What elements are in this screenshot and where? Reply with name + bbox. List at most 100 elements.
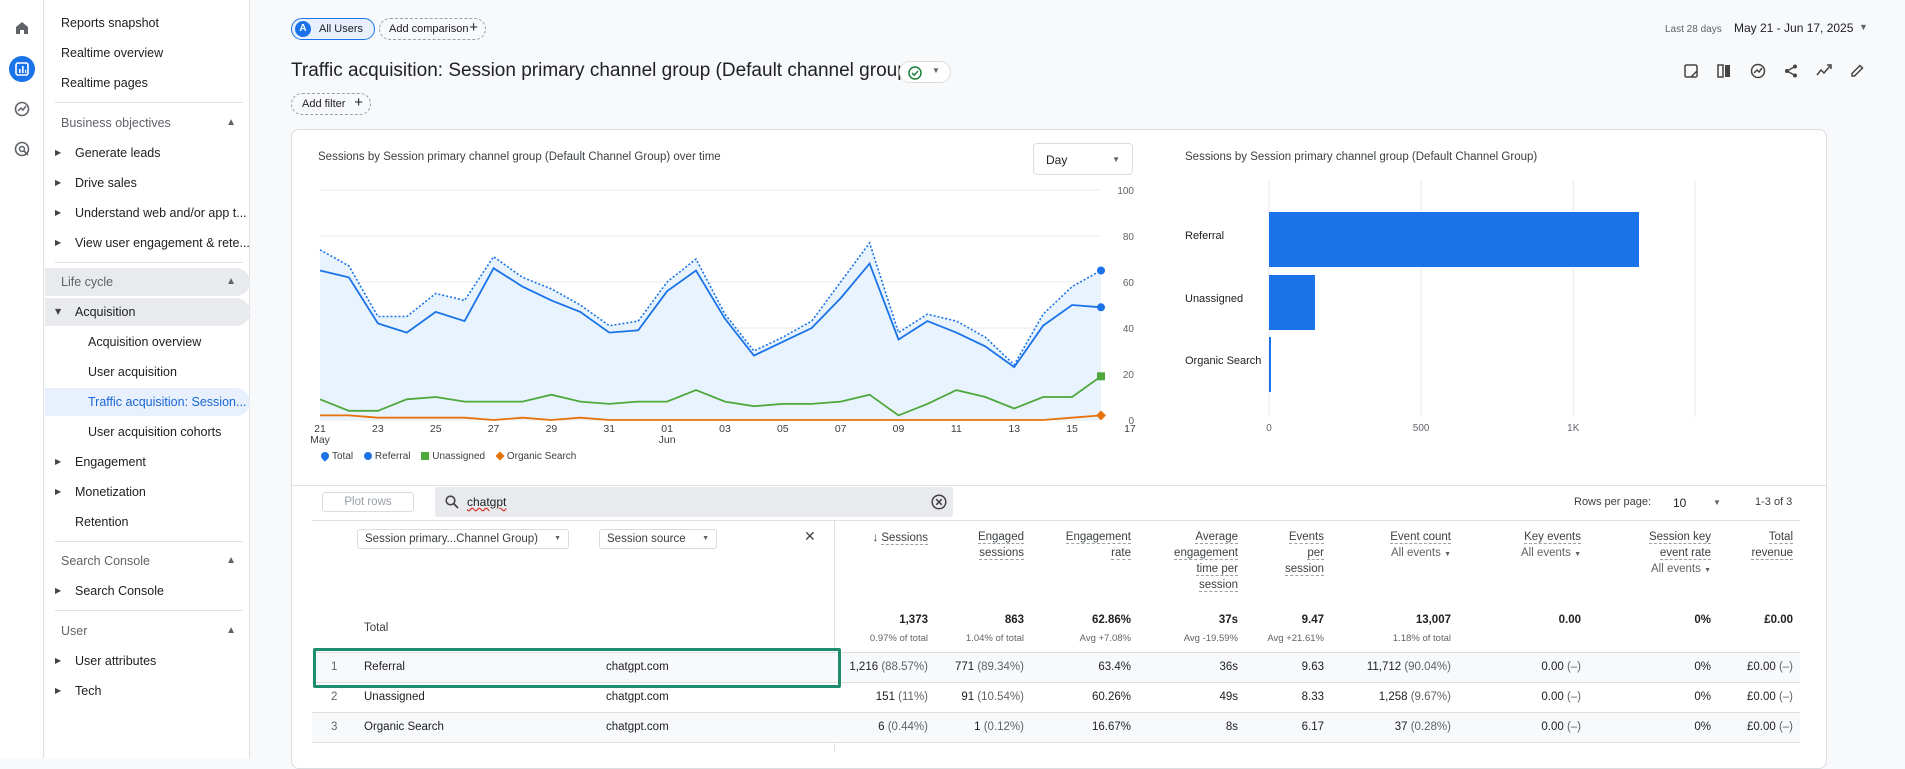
column-header[interactable]: Session key event rate All events ▼: [1648, 531, 1711, 575]
advertising-icon[interactable]: [9, 136, 35, 162]
cell-metric: 11,712 (90.04%): [1366, 661, 1451, 673]
add-comparison-button[interactable]: Add comparison +: [379, 18, 486, 40]
column-header[interactable]: Engaged sessions: [977, 531, 1024, 560]
bar-organic-search: [1269, 337, 1271, 392]
add-filter-label: Add filter: [302, 98, 346, 110]
nav-user-acquisition-cohorts[interactable]: User acquisition cohorts: [88, 425, 222, 439]
column-header[interactable]: Key events All events ▼: [1521, 531, 1581, 559]
bar-category-label: Organic Search: [1185, 355, 1261, 367]
primary-dimension-select[interactable]: Session primary...Channel Group) ▼: [357, 529, 569, 549]
nav-section-life-cycle[interactable]: Life cycle ▲: [45, 268, 250, 296]
cell-metric: 771 (89.34%): [954, 661, 1024, 673]
legend-referral[interactable]: Referral: [363, 451, 410, 462]
plot-rows-button[interactable]: Plot rows: [322, 492, 414, 512]
nav-realtime-overview[interactable]: Realtime overview: [61, 46, 164, 60]
row-index: 3: [331, 721, 338, 733]
legend-total[interactable]: Total: [319, 450, 353, 462]
granularity-value: Day: [1046, 153, 1068, 167]
search-box[interactable]: chatgpt: [435, 487, 953, 517]
column-header[interactable]: ↓ Sessions: [872, 530, 928, 545]
nav-section-business-objectives[interactable]: Business objectives ▲: [45, 110, 250, 136]
date-range-picker[interactable]: May 21 - Jun 17, 2025: [1734, 21, 1854, 35]
secondary-dimension-select[interactable]: Session source ▼: [599, 529, 717, 549]
legend-unassigned[interactable]: Unassigned: [421, 451, 485, 462]
remove-dimension-icon[interactable]: ✕: [804, 528, 816, 544]
nav-traffic-acquisition[interactable]: Traffic acquisition: Session...: [45, 388, 250, 416]
point-unassigned-last: [1097, 372, 1105, 381]
total-value: 62.86%: [1091, 614, 1131, 626]
bar-unassigned: [1269, 275, 1315, 330]
nav-realtime-pages[interactable]: Realtime pages: [61, 76, 148, 90]
report-status-button[interactable]: ▼: [899, 61, 951, 83]
rows-per-page-value: 10: [1673, 496, 1687, 510]
column-header[interactable]: Engagement rate: [1065, 531, 1131, 560]
home-icon[interactable]: [9, 15, 35, 41]
legend-organic-search[interactable]: Organic Search: [495, 451, 576, 462]
all-users-chip[interactable]: A All Users: [291, 18, 375, 40]
row-index: 1: [331, 661, 338, 673]
search-input[interactable]: chatgpt: [467, 495, 507, 509]
nav-acquisition-overview[interactable]: Acquisition overview: [88, 335, 202, 349]
y-tick-label: 40: [1123, 324, 1135, 335]
nav-search-console[interactable]: ▶ Search Console: [45, 578, 250, 604]
granularity-select[interactable]: Day ▼: [1033, 143, 1133, 175]
nav-generate-leads[interactable]: ▶ Generate leads: [45, 140, 250, 166]
x-tick-label: 15: [1066, 423, 1078, 435]
nav-user-acquisition[interactable]: User acquisition: [88, 365, 177, 379]
cell-metric: 1,258 (9.67%): [1378, 691, 1451, 703]
secondary-dimension-label: Session source: [607, 533, 686, 545]
column-header[interactable]: Events per session: [1285, 531, 1324, 576]
total-subtext: 0.97% of total: [869, 633, 928, 644]
cell-metric: 91 (10.54%): [961, 691, 1024, 703]
nav-user-attributes[interactable]: ▶ User attributes: [45, 648, 250, 674]
x-tick-label: 17: [1124, 423, 1136, 435]
rows-per-page-select[interactable]: 10 ▼: [1668, 494, 1728, 512]
segment-avatar: A: [295, 21, 311, 37]
dropdown-arrow-icon[interactable]: ▼: [1859, 22, 1868, 32]
nav-tech[interactable]: ▶ Tech: [45, 678, 250, 704]
caret-right-icon: ▶: [55, 586, 62, 595]
dropdown-arrow-icon: ▼: [932, 66, 940, 75]
nav-retention[interactable]: Retention: [75, 515, 129, 529]
column-divider: [834, 520, 835, 752]
caret-right-icon: ▶: [55, 457, 62, 466]
cell-session-source: chatgpt.com: [606, 691, 669, 703]
x-tick-label: 31: [603, 423, 615, 435]
nav-reports-snapshot[interactable]: Reports snapshot: [61, 16, 159, 30]
column-header[interactable]: Average engagement time per session: [1174, 531, 1238, 592]
total-value: 9.47: [1301, 614, 1324, 626]
column-header[interactable]: Event count All events ▼: [1390, 531, 1451, 559]
table-row[interactable]: [312, 653, 1800, 683]
nav-monetization[interactable]: ▶ Monetization: [45, 479, 250, 505]
dropdown-arrow-icon: ▼: [554, 535, 561, 542]
divider: [312, 652, 1800, 653]
nav-understand-web[interactable]: ▶ Understand web and/or app t...: [45, 200, 250, 226]
sort-descending-icon: ↓: [872, 530, 879, 544]
nav-view-user-engagement[interactable]: ▶ View user engagement & rete...: [45, 230, 250, 256]
nav-divider: [55, 610, 243, 611]
reports-icon[interactable]: [9, 56, 35, 82]
cell-metric: 8.33: [1301, 691, 1324, 703]
compare-icon[interactable]: [1715, 62, 1733, 80]
nav-engagement[interactable]: ▶ Engagement: [45, 449, 250, 475]
insights-icon[interactable]: [1749, 62, 1767, 80]
share-icon[interactable]: [1782, 62, 1800, 80]
point-organic-last: [1096, 410, 1106, 421]
series-line-referral: [319, 261, 1102, 369]
trend-icon[interactable]: [1815, 62, 1833, 80]
nav-section-search-console[interactable]: Search Console ▲: [45, 548, 250, 574]
explore-icon[interactable]: [9, 96, 35, 122]
add-filter-button[interactable]: Add filter +: [291, 93, 371, 115]
customize-report-icon[interactable]: [1682, 62, 1700, 80]
clear-search-icon[interactable]: [931, 494, 947, 510]
cell-channel-group: Unassigned: [364, 691, 425, 703]
x-tick-label: 09: [893, 423, 905, 435]
nav-drive-sales[interactable]: ▶ Drive sales: [45, 170, 250, 196]
column-header[interactable]: Total revenue: [1751, 531, 1793, 560]
nav-section-user[interactable]: User ▲: [45, 618, 250, 644]
x-tick-label: 01: [661, 423, 673, 435]
edit-icon[interactable]: [1848, 62, 1866, 80]
table-row[interactable]: [312, 713, 1800, 743]
nav-acquisition[interactable]: ▶ Acquisition: [45, 298, 250, 326]
table-row[interactable]: [312, 683, 1800, 713]
